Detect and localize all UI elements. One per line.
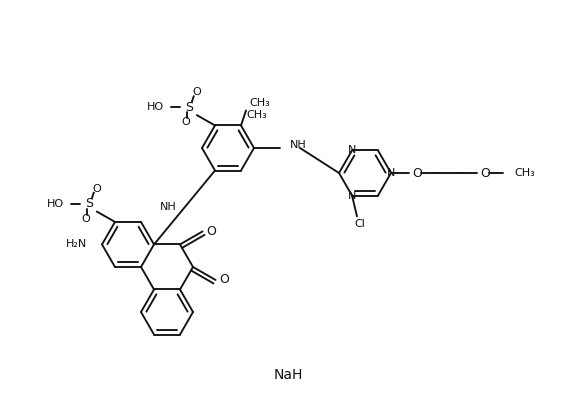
Text: CH₃: CH₃	[249, 98, 270, 108]
Text: S: S	[85, 197, 93, 210]
Text: HO: HO	[147, 102, 164, 112]
Text: NH: NH	[160, 202, 176, 213]
Text: O: O	[192, 87, 201, 97]
Text: O: O	[92, 183, 101, 194]
Text: CH₃: CH₃	[246, 110, 267, 120]
Text: NH: NH	[290, 140, 307, 150]
Text: Cl: Cl	[355, 219, 365, 229]
Text: N: N	[348, 190, 356, 201]
Text: O: O	[480, 166, 490, 180]
Text: S: S	[185, 101, 193, 114]
Text: NaH: NaH	[274, 368, 302, 382]
Text: O: O	[207, 225, 217, 238]
Text: O: O	[412, 166, 422, 180]
Text: O: O	[219, 274, 229, 286]
Text: H₂N: H₂N	[66, 239, 87, 249]
Text: O: O	[81, 213, 90, 224]
Text: N: N	[387, 168, 395, 178]
Text: N: N	[348, 145, 356, 155]
Text: O: O	[181, 117, 190, 127]
Text: CH₃: CH₃	[515, 168, 536, 178]
Text: HO: HO	[47, 199, 64, 208]
